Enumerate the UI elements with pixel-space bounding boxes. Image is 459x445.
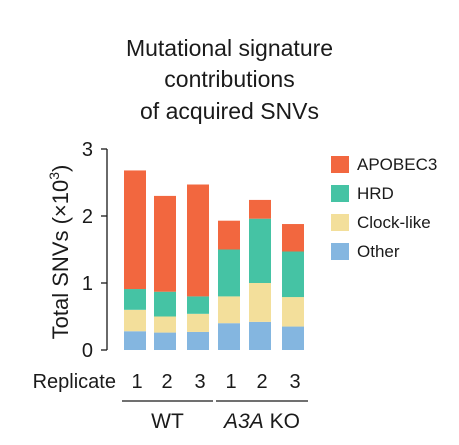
y-axis-label-text: Total SNVs (×10 xyxy=(48,180,73,340)
bars-layer xyxy=(124,170,304,350)
bar-segment-other-6 xyxy=(282,326,304,350)
bar-segment-apobec3-2 xyxy=(154,195,176,292)
legend-swatch-apobec3 xyxy=(331,156,349,173)
group-labels: WT A3A KO xyxy=(122,400,308,433)
bar-segment-other-4 xyxy=(218,323,240,350)
legend: APOBEC3 HRD Clock-like Other xyxy=(331,155,437,261)
bar-segment-clock-like-6 xyxy=(282,297,304,327)
bar-segment-apobec3-1 xyxy=(124,170,146,290)
bar-segment-clock-like-1 xyxy=(124,309,146,332)
y-axis-label: Total SNVs (×103) xyxy=(46,165,73,340)
x-tick-label: 1 xyxy=(131,371,142,393)
bar-segment-other-5 xyxy=(249,321,271,350)
x-tick-label: 3 xyxy=(194,371,205,393)
bar-segment-hrd-6 xyxy=(282,251,304,298)
y-tick-label: 1 xyxy=(82,273,93,295)
y-tick-label: 0 xyxy=(82,340,93,362)
bar-segment-apobec3-5 xyxy=(249,199,271,219)
x-axis-label: Replicate xyxy=(33,371,116,393)
bar-segment-hrd-2 xyxy=(154,291,176,317)
bar-segment-apobec3-3 xyxy=(187,184,209,297)
bar-segment-hrd-4 xyxy=(218,249,240,297)
legend-label: HRD xyxy=(357,184,394,203)
legend-label: Clock-like xyxy=(357,213,431,232)
bar-segment-apobec3-4 xyxy=(218,220,240,250)
group-label: WT xyxy=(151,410,184,433)
y-axis-label-close: ) xyxy=(48,165,73,172)
y-tick-label: 3 xyxy=(82,139,93,161)
chart-title-line-2: contributions xyxy=(164,66,295,92)
x-tick-label: 2 xyxy=(161,371,172,393)
chart-title-line-1: Mutational signature xyxy=(125,35,334,61)
legend-label: APOBEC3 xyxy=(357,155,437,174)
bar-segment-hrd-3 xyxy=(187,296,209,314)
bar-segment-other-3 xyxy=(187,331,209,350)
legend-label: Other xyxy=(357,242,400,261)
x-axis-labels: Replicate 1 2 3 1 2 3 xyxy=(33,371,301,393)
legend-swatch-clock-like xyxy=(331,214,349,231)
bar-segment-clock-like-5 xyxy=(249,283,271,322)
bar-segment-other-1 xyxy=(124,331,146,350)
x-tick-label: 2 xyxy=(256,371,267,393)
bar-segment-clock-like-2 xyxy=(154,316,176,333)
x-tick-label: 1 xyxy=(225,371,236,393)
bar-segment-other-2 xyxy=(154,332,176,350)
chart-title-line-3: of acquired SNVs xyxy=(140,98,319,124)
x-tick-label: 3 xyxy=(289,371,300,393)
legend-swatch-other xyxy=(331,243,349,260)
bar-segment-hrd-1 xyxy=(124,289,146,310)
bar-segment-hrd-5 xyxy=(249,218,271,283)
y-axis-label-superscript: 3 xyxy=(46,172,62,180)
bar-segment-clock-like-3 xyxy=(187,313,209,332)
group-label: A3A KO xyxy=(222,410,300,433)
bar-segment-apobec3-6 xyxy=(282,224,304,252)
bar-segment-clock-like-4 xyxy=(218,296,240,324)
y-tick-label: 2 xyxy=(82,206,93,228)
legend-swatch-hrd xyxy=(331,185,349,202)
y-axis: 0 1 2 3 xyxy=(82,139,108,362)
